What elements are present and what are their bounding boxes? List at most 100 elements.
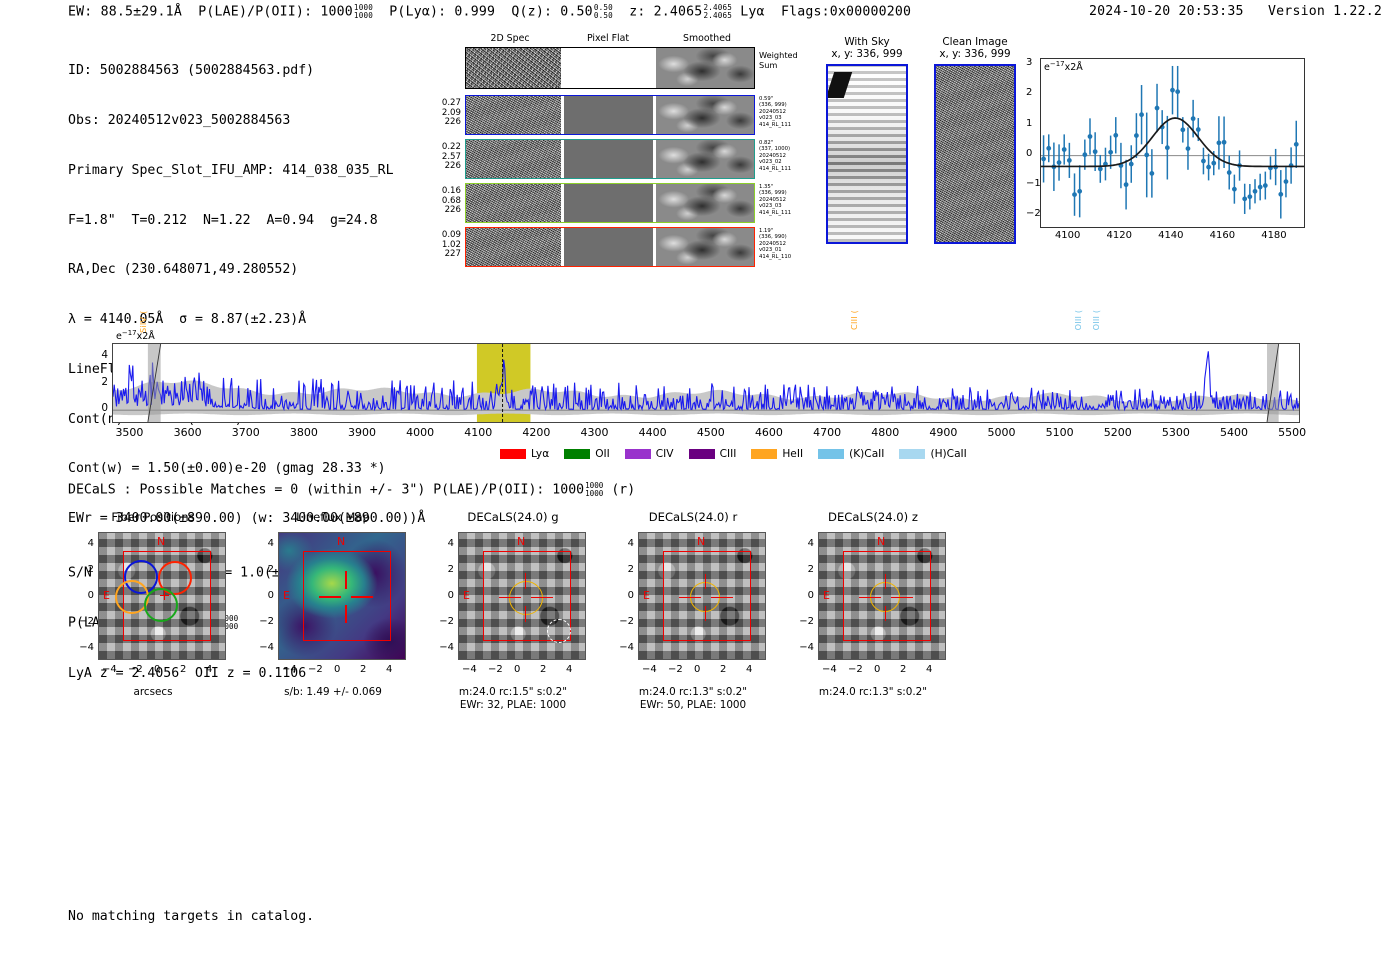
fiber2-2dspec [466, 140, 562, 178]
bottom-note-line1: No matching targets in catalog. [68, 909, 315, 924]
z-value: 2.4065 [653, 4, 703, 20]
fiber-circle-red [158, 561, 192, 595]
legend-item: Lyα [500, 448, 549, 460]
legend-item: CIV [624, 448, 674, 460]
emission-line-label: OIII ( [1072, 310, 1083, 331]
full-spectrum-plot[interactable]: e−17x2Å 0 2 4 3500 3600 3700 3800 3900 4000 4100… [101, 329, 1306, 439]
fiber-strip-1-left-label: 0.27 2.09 226 [441, 98, 461, 128]
col-title-pixelflat: Pixel Flat [586, 33, 630, 44]
fiber-strip-1-right-label: 0.59" (336, 999) 20240512 v023_03 414_RL… [759, 96, 792, 128]
panel-decals-g-image[interactable]: N E [458, 532, 586, 660]
spec2d-montage: 2D Spec Pixel Flat Smoothed Weighted Sum… [425, 33, 798, 267]
legend-label: (H)CaII [930, 448, 967, 460]
spectrum-xtick: 5500 [1278, 426, 1307, 439]
compass-e-g: E [463, 589, 470, 602]
weighted-sum-strip: Weighted Sum [465, 47, 798, 89]
panel-ytick: −2 [439, 616, 454, 627]
crosshair-bottom-r [705, 606, 707, 621]
spectrum-xtick: 4800 [871, 426, 900, 439]
spectrum-axes [112, 343, 1300, 423]
crosshair-bottom-z [885, 606, 887, 621]
panel-fiber-positions-image[interactable]: N E [98, 532, 226, 660]
panel-ytick: −4 [439, 642, 454, 653]
panel-ytick: −2 [619, 616, 634, 627]
info-primary-spec: Primary Spec_Slot_IFU_AMP: 414_038_035_R… [68, 162, 394, 178]
with-sky-coords: x, y: 336, 999 [831, 48, 903, 60]
with-sky-cutout[interactable] [826, 64, 908, 244]
spectrum-xtick: 3700 [231, 426, 260, 439]
fiber-strip-3-right-label: 1.35" (336, 999) 20240512 v023_03 414_RL… [759, 184, 792, 216]
panel-ytick: 2 [627, 564, 634, 575]
emission-line-labels: SiIV (OVI (HeII (SiIV (OII (CIV (OII (NV… [112, 272, 1300, 367]
panel-ytick: 0 [807, 590, 814, 601]
sky-annulus-g [547, 619, 571, 643]
crosshair-left-r [679, 597, 701, 599]
panel-ytick: 4 [267, 538, 274, 549]
spectrum-xtick: 5000 [987, 426, 1016, 439]
panel-ytick: −4 [259, 642, 274, 653]
spectrum-xtick: 4000 [406, 426, 435, 439]
spectrum-xtick: 4100 [464, 426, 493, 439]
legend-label: OII [595, 448, 610, 460]
spectrum-xtick: 5200 [1103, 426, 1132, 439]
plae-lo: 1000 [353, 10, 374, 20]
panel-decals-r-image[interactable]: N E [638, 532, 766, 660]
fiber-strip-4: 0.09 1.02 227 1.19" (336, 990) 20240512 … [442, 227, 791, 267]
fiber4-2dspec [466, 228, 562, 266]
with-sky-title: With Sky x, y: 336, 999 [822, 36, 912, 60]
line-profile-ytick: 3 [1026, 57, 1033, 69]
panel-decals-z-image[interactable]: N E [818, 532, 946, 660]
line-profile-xtick: 4140 [1158, 230, 1184, 241]
panel-ytick: 4 [627, 538, 634, 549]
fiber3-2dspec [466, 184, 562, 222]
line-profile-xtick: 4100 [1054, 230, 1081, 241]
info-id: ID: 5002884563 (5002884563.pdf) [68, 63, 315, 79]
ew-value: 88.5±29.1Å [100, 4, 182, 20]
panel-fiber-positions-title: Fiber Positions [111, 510, 195, 524]
panel-lineflux-map-image[interactable]: N E [278, 532, 406, 660]
fiber-strip-3: 0.16 0.68 226 1.35" (336, 999) 20240512 … [442, 183, 791, 223]
bottom-note: No matching targets in catalog. Row inte… [68, 874, 314, 953]
weighted-sum-smoothed [656, 48, 754, 88]
panel-decals-g-caption-line1: m:24.0 rc:1.5" s:0.2" [458, 686, 568, 698]
z-line-name: Lyα [740, 4, 765, 20]
panel-xtick: −2 [128, 664, 143, 675]
line-profile-xtick: 4180 [1261, 230, 1287, 241]
legend-swatch [564, 449, 591, 459]
line-profile-ytick: −2 [1026, 208, 1041, 220]
clean-image-cutout[interactable] [934, 64, 1016, 244]
clean-image-title-text: Clean Image [942, 36, 1008, 48]
plya-label: P(Lyα): [389, 4, 447, 20]
panel-decals-r-caption-line2: EWr: 50, PLAE: 1000 [639, 699, 747, 711]
panel-xtick: 2 [540, 664, 547, 675]
fiber4-smoothed [656, 228, 754, 266]
spectrum-xtick: 5300 [1161, 426, 1190, 439]
z-fraction: 2.4065 2.4065 [703, 4, 732, 19]
panel-ytick: −4 [619, 642, 634, 653]
panel-xtick: 4 [746, 664, 753, 675]
panel-ytick: 0 [627, 590, 634, 601]
legend-label: (K)CaII [849, 448, 885, 460]
info-cont-w: Cont(w) = 1.50(±0.00)e-20 (gmag 28.33 *) [68, 461, 386, 477]
ifu-box-z [843, 551, 931, 641]
crosshair-top-g [525, 573, 527, 589]
compass-n-r: N [697, 535, 706, 548]
qz-value: 0.50 [560, 4, 593, 20]
panel-ytick: 2 [87, 564, 94, 575]
header-timestamp-block: 2024-10-20 20:53:35 Version 1.22.2 [1089, 4, 1382, 19]
info-ewr: EWr = 3400.00(±890.00) (w: 3400.00(±890.… [68, 511, 426, 527]
line-profile-xtick: 4160 [1209, 230, 1236, 241]
spectrum-ytick: 0 [101, 402, 108, 415]
crosshair-top-lineflux [345, 571, 347, 589]
line-profile-ytick: 0 [1026, 147, 1033, 159]
info-lambda: λ = 4140.05Å σ = 8.87(±2.23)Å [68, 312, 307, 328]
line-profile-plot[interactable]: e−17x2Å −2 −1 0 1 2 3 4100 4120 4140 4160 4180 [1026, 57, 1305, 241]
legend-swatch [688, 449, 715, 459]
spectrum-xtick: 4900 [929, 426, 958, 439]
crosshair-left-lineflux [319, 596, 341, 598]
crosshair-right-lineflux [351, 596, 373, 598]
panel-xtick: 2 [720, 664, 727, 675]
panel-fiber-positions-caption: arcsecs [133, 686, 173, 698]
line-profile-svg [1041, 65, 1304, 219]
panel-xtick: −4 [102, 664, 117, 675]
